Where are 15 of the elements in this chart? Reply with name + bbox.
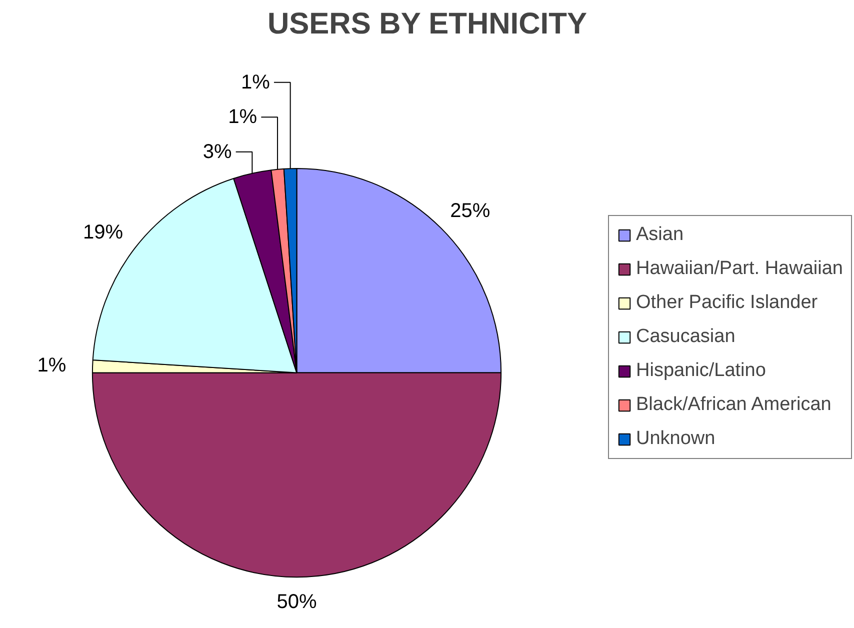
legend-label: Unknown <box>636 428 716 450</box>
data-label: 19% <box>83 221 124 244</box>
data-label: 3% <box>202 140 232 163</box>
legend-label: Other Pacific Islander <box>636 292 818 314</box>
data-label: 50% <box>276 590 317 613</box>
chart-title: USERS BY ETHNICITY <box>267 8 587 40</box>
data-label: 25% <box>450 200 490 222</box>
legend-label: Hispanic/Latino <box>636 360 766 382</box>
legend-label: Black/African American <box>636 394 832 416</box>
legend-label: Hawaiian/Part. Hawaiian <box>636 258 843 280</box>
data-label: 1% <box>228 106 258 128</box>
data-label: 1% <box>240 71 270 94</box>
legend-label: Casucasian <box>636 326 736 348</box>
data-label: 1% <box>37 354 66 377</box>
legend-label: Asian <box>636 224 684 246</box>
